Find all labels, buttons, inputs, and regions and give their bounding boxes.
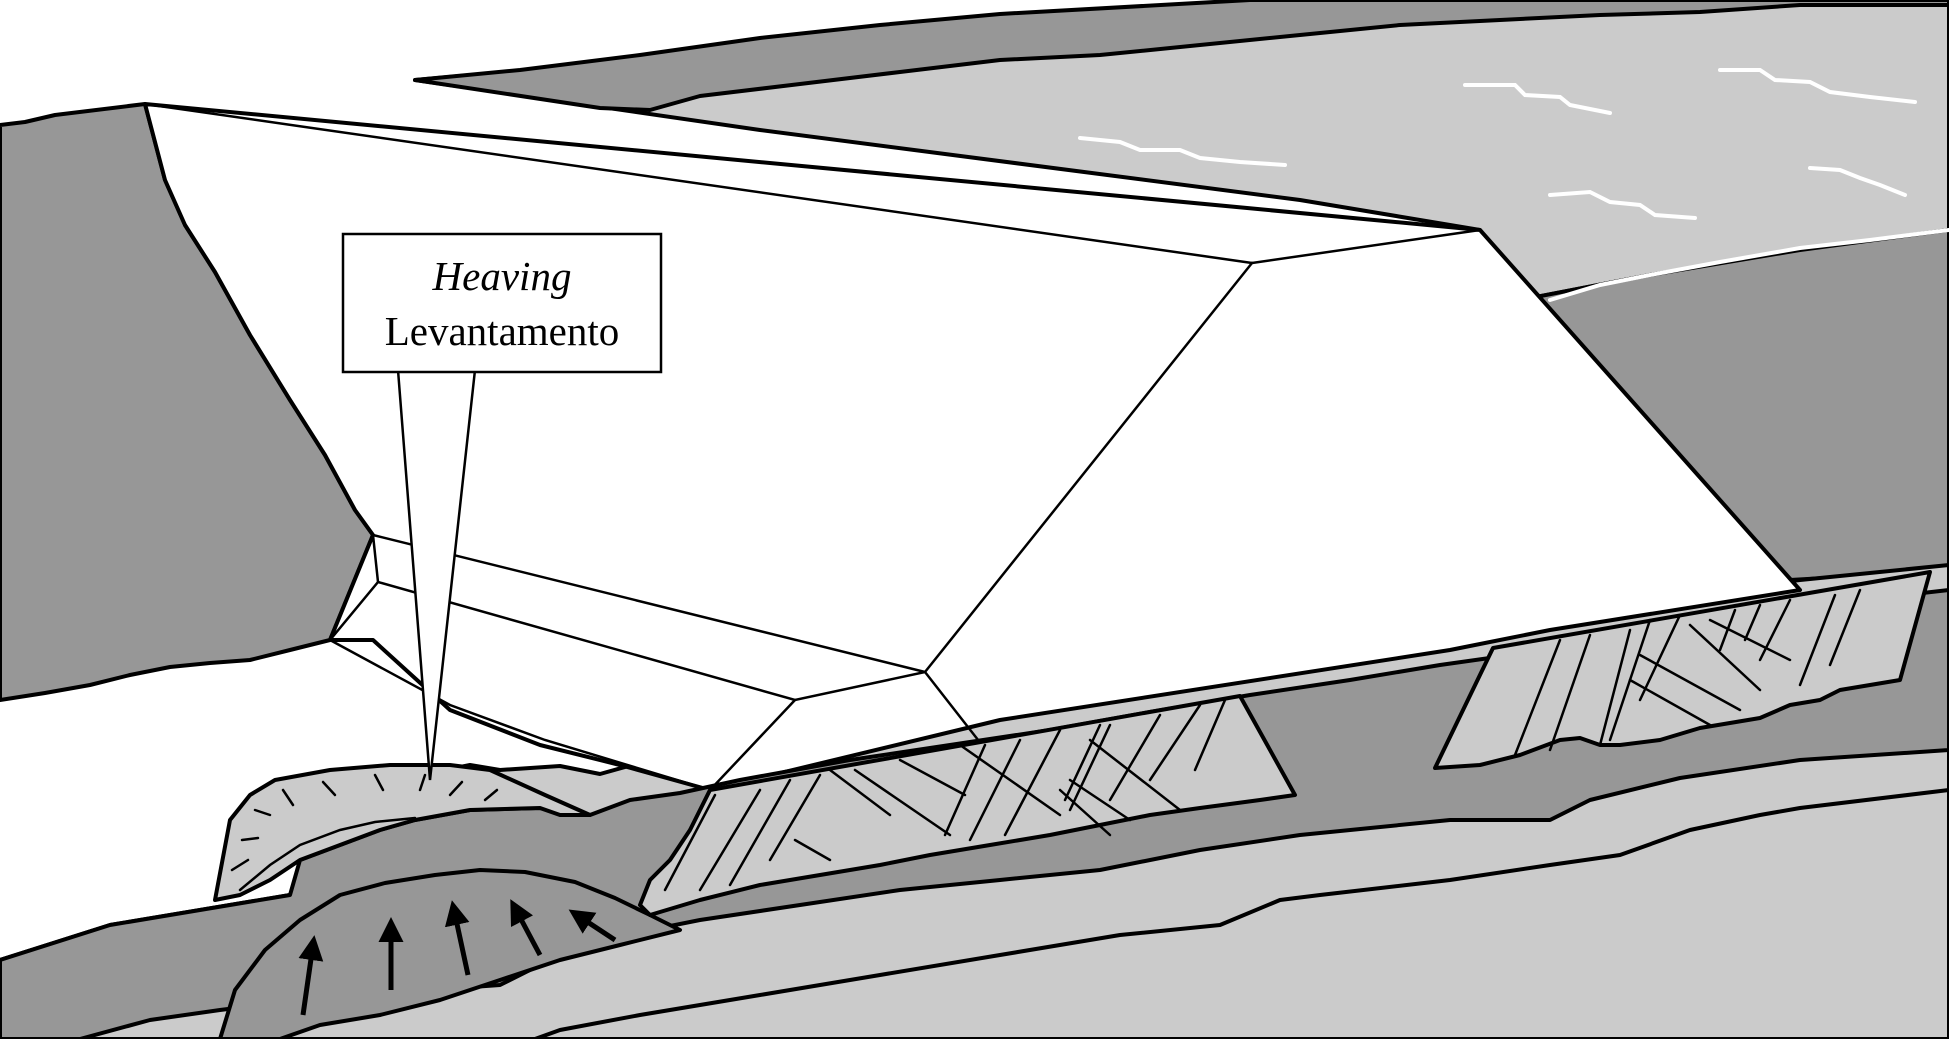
dam-upstream-top [143,102,1254,265]
drain-zone-right-hatch [1513,588,1862,757]
dam-crest-inner [1250,228,1482,265]
water-ripples [1078,68,1949,302]
up-arrow-1 [298,935,324,1016]
up-arrow-4 [510,899,543,957]
heaving-callout: Heaving Levantamento [341,232,663,374]
dam-berm-lower [376,580,984,747]
bulge-hatch [230,773,499,872]
heaving-bulge [213,763,592,902]
far-bank [413,0,1949,112]
dam-toe-diagonal [708,698,797,792]
callout-portuguese-term: Levantamento [385,308,620,354]
heaving-bulge-inner-line [238,816,417,892]
drain-zone-left-hatch [663,698,1227,892]
up-arrow-3 [444,900,471,976]
dam-berm-upper [371,533,927,674]
dam-crest-edge [143,102,1482,232]
dam-ridge-right [1478,228,1802,592]
dam-ridge-diagonal [923,261,1254,674]
drain-zone-right [1433,570,1932,770]
callout-box [341,232,663,374]
callout-english-term: Heaving [432,253,572,299]
lower-terrace [533,788,1949,1039]
dam-lower-face [328,638,712,792]
callout-pointer-cover [400,360,473,370]
drain-zone-left [638,694,1297,917]
up-arrow-5 [568,909,617,943]
heaving-arrows [298,899,617,1016]
dam-left-corner [328,533,380,642]
rising-foundation [218,868,682,1039]
